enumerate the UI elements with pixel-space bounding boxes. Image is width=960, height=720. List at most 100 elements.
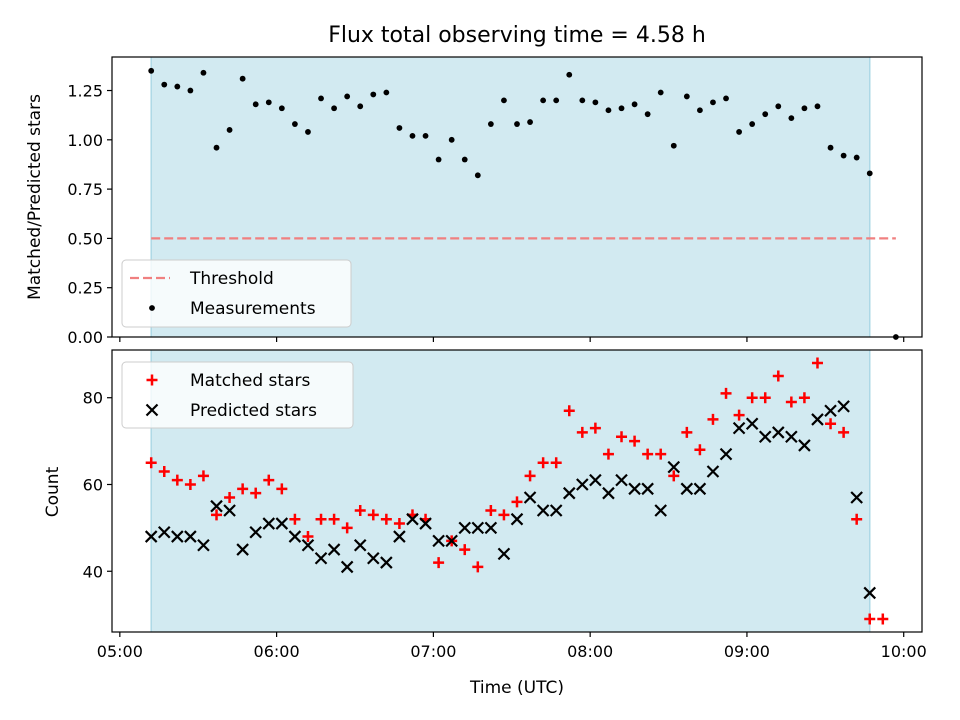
x-tick-label-5: 10:00 xyxy=(881,642,927,661)
bottom-point-0-22 xyxy=(433,557,445,569)
x-tick-label-1: 06:00 xyxy=(254,642,300,661)
top-point-0-13 xyxy=(318,95,324,102)
bottom-point-0-14 xyxy=(328,513,340,525)
top-point-0-10 xyxy=(278,105,285,112)
top-point-0-37 xyxy=(631,101,638,108)
bottom-point-1-53 xyxy=(837,400,850,413)
top-point-0-46 xyxy=(749,121,756,127)
top-y-tick-label-5: 1.25 xyxy=(67,82,103,101)
bottom-point-1-20 xyxy=(406,512,419,526)
top-point-0-26 xyxy=(487,121,494,127)
bottom-series-1 xyxy=(144,400,877,600)
bottom-point-1-22 xyxy=(432,534,445,548)
top-point-0-1 xyxy=(161,81,168,88)
top-panel: Matched/Predicted stars 0.00 0.25 0.50 0.75… xyxy=(25,56,923,347)
bottom-point-0-35 xyxy=(602,448,614,460)
top-point-0-54 xyxy=(853,154,860,161)
top-point-0-7 xyxy=(239,75,246,82)
bottom-point-1-17 xyxy=(367,551,380,565)
bottom-point-1-31 xyxy=(549,504,563,517)
top-point-0-4 xyxy=(200,69,207,76)
x-tick-label-4: 09:00 xyxy=(724,642,770,661)
bottom-point-0-39 xyxy=(655,448,667,460)
bottom-point-0-49 xyxy=(785,396,797,408)
top-point-0-38 xyxy=(644,111,651,118)
bottom-point-1-28 xyxy=(510,512,524,526)
bottom-point-0-16 xyxy=(354,505,366,517)
top-legend: Threshold Measurements xyxy=(121,259,352,328)
top-point-0-33 xyxy=(579,97,586,104)
top-point-0-44 xyxy=(723,95,729,102)
bottom-point-0-50 xyxy=(798,392,810,404)
bottom-point-0-41 xyxy=(681,426,693,438)
top-point-0-24 xyxy=(461,156,468,163)
bottom-point-1-2 xyxy=(171,530,184,543)
bottom-point-1-9 xyxy=(262,517,276,530)
bottom-point-1-49 xyxy=(785,430,798,444)
bottom-point-0-31 xyxy=(550,457,562,469)
top-y-axis-label: Matched/Predicted stars xyxy=(25,94,45,300)
bottom-point-1-3 xyxy=(184,530,197,543)
top-point-0-30 xyxy=(540,97,547,104)
top-point-0-39 xyxy=(657,89,664,96)
bottom-point-1-50 xyxy=(798,439,811,452)
top-point-0-18 xyxy=(383,89,390,96)
x-tick-label-3: 08:00 xyxy=(567,642,613,661)
top-point-0-48 xyxy=(775,103,782,110)
top-legend-label-1: Measurements xyxy=(190,299,316,319)
top-point-0-12 xyxy=(305,129,311,135)
bottom-point-0-12 xyxy=(302,531,314,543)
bottom-point-0-47 xyxy=(759,392,771,404)
bottom-point-0-44 xyxy=(720,387,732,399)
bottom-point-0-52 xyxy=(825,418,837,430)
bottom-legend-label-0: Matched stars xyxy=(190,371,310,391)
top-point-0-45 xyxy=(736,129,742,135)
bottom-point-0-10 xyxy=(276,483,288,495)
bottom-point-1-18 xyxy=(380,556,393,569)
top-point-0-51 xyxy=(814,103,821,110)
top-point-0-34 xyxy=(592,99,599,106)
top-point-0-36 xyxy=(618,105,625,112)
bottom-point-0-42 xyxy=(694,444,706,456)
bottom-point-1-13 xyxy=(314,551,328,565)
top-point-0-40 xyxy=(670,142,677,149)
top-series-0 xyxy=(148,67,899,340)
top-point-0-47 xyxy=(762,111,769,118)
bottom-point-0-53 xyxy=(838,426,850,438)
bottom-point-0-34 xyxy=(589,422,601,434)
bottom-point-0-38 xyxy=(642,448,654,460)
bottom-point-1-43 xyxy=(706,465,720,478)
bottom-point-0-32 xyxy=(563,405,575,417)
bottom-point-0-56 xyxy=(877,613,889,625)
bottom-point-0-24 xyxy=(459,544,471,556)
bottom-point-1-24 xyxy=(458,521,472,535)
bottom-point-1-44 xyxy=(719,447,733,461)
top-point-0-3 xyxy=(187,87,194,94)
top-point-0-23 xyxy=(448,136,455,143)
bottom-point-1-14 xyxy=(327,543,341,556)
top-point-0-32 xyxy=(566,71,573,78)
bottom-y-axis-label: Count xyxy=(43,466,63,517)
bottom-point-0-48 xyxy=(772,370,784,382)
bottom-point-0-26 xyxy=(485,505,497,517)
bottom-legend-box xyxy=(121,361,354,429)
top-point-0-25 xyxy=(474,172,481,179)
bottom-point-0-30 xyxy=(537,457,549,469)
bottom-point-0-4 xyxy=(197,470,209,482)
top-y-tick-label-0: 0.00 xyxy=(67,328,103,347)
bottom-y-tick-label-2: 80 xyxy=(83,389,103,408)
bottom-point-0-13 xyxy=(315,513,327,525)
x-tick-label-2: 07:00 xyxy=(410,642,456,661)
top-point-0-27 xyxy=(501,97,507,104)
bottom-point-0-3 xyxy=(184,478,196,490)
top-point-0-53 xyxy=(840,152,847,159)
bottom-point-1-8 xyxy=(249,525,262,539)
bottom-point-1-0 xyxy=(144,530,158,543)
bottom-point-1-30 xyxy=(536,504,550,517)
top-point-0-22 xyxy=(435,156,442,163)
bottom-point-0-8 xyxy=(250,487,262,499)
bottom-point-1-19 xyxy=(393,530,406,543)
bottom-point-1-52 xyxy=(824,404,837,418)
top-point-0-42 xyxy=(697,107,703,114)
top-point-0-17 xyxy=(370,91,377,98)
